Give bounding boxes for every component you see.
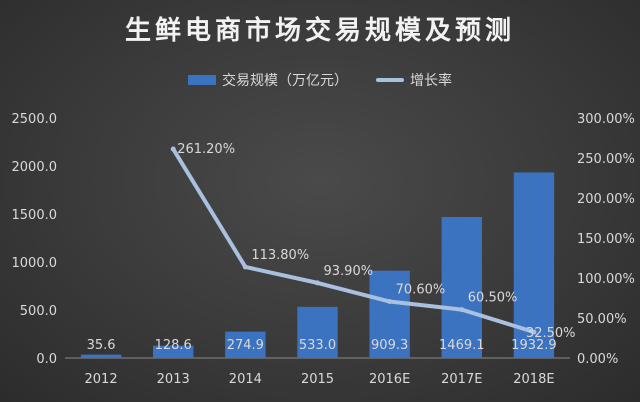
y-left-tick-label: 0.0 [36,352,57,367]
bar-data-label: 909.3 [371,338,408,353]
bar-data-label: 35.6 [87,338,116,353]
x-tick-label: 2018E [513,372,554,387]
y-left-tick-label: 2000.0 [12,160,58,175]
bar [225,331,266,358]
bar [441,216,482,358]
growth-point [242,264,248,270]
x-tick-label: 2012 [85,372,118,387]
legend-line-swatch [376,78,404,82]
line-data-label: 113.80% [251,248,309,263]
y-right-tick-label: 250.00% [577,152,635,167]
legend: 交易规模（万亿元） 增长率 [0,70,640,90]
bar-data-label: 274.9 [227,338,264,353]
x-tick-label: 2015 [301,372,334,387]
bar-data-label: 128.6 [155,338,192,353]
line-data-label: 70.60% [396,283,446,298]
line-data-label: 261.20% [177,142,235,157]
line-data-label: 60.50% [468,291,518,306]
chart-title: 生鲜电商市场交易规模及预测 [124,16,515,46]
growth-point [170,146,176,152]
y-left-tick-label: 1500.0 [12,208,58,223]
x-tick-label: 2016E [369,372,410,387]
bar [297,306,338,358]
bar [153,345,194,358]
legend-item-line: 增长率 [376,70,452,90]
growth-point [459,307,465,313]
legend-bar-label: 交易规模（万亿元） [222,73,348,89]
growth-point [387,299,393,305]
y-right-tick-label: 300.00% [577,112,635,127]
y-left-tick-label: 500.0 [20,304,57,319]
growth-point [315,280,320,286]
bar [80,354,122,358]
bar-data-label: 1469.1 [439,338,485,353]
y-left-tick-label: 1000.0 [12,256,58,271]
y-right-tick-label: 100.00% [577,272,635,287]
line-data-label: 32.50% [526,326,576,341]
growth-point [531,329,537,335]
x-tick-label: 2014 [229,372,262,387]
y-right-tick-label: 150.00% [577,232,635,247]
y-left-tick-label: 2500.0 [12,112,58,127]
y-right-tick-label: 0.00% [577,352,618,367]
bar-data-label: 533.0 [299,338,336,353]
line-data-label: 93.90% [324,264,374,279]
bar-data-label: 1932.9 [511,338,557,353]
legend-line-label: 增长率 [410,73,452,89]
x-tick-label: 2017E [441,372,482,387]
x-tick-label: 2013 [157,372,190,387]
y-right-tick-label: 50.00% [577,312,627,327]
bar [369,270,410,358]
growth-line [171,147,536,334]
legend-item-bar: 交易规模（万亿元） [188,70,348,90]
legend-bar-swatch [188,75,216,85]
y-right-tick-label: 200.00% [577,192,635,207]
